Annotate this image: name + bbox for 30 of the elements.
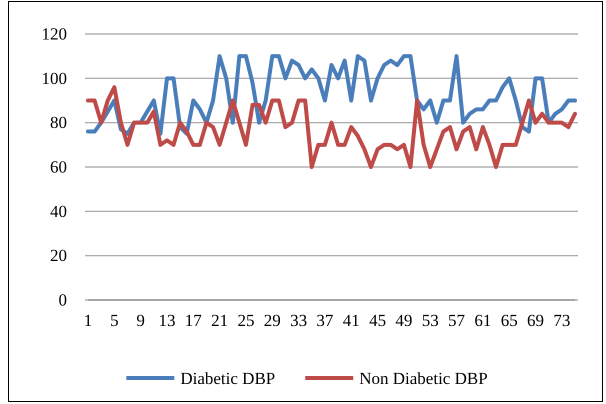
x-tick-label: 37 — [316, 311, 334, 330]
x-tick-label: 57 — [448, 311, 466, 330]
x-tick-label: 49 — [395, 311, 412, 330]
x-tick-label: 45 — [369, 311, 386, 330]
x-tick-label: 9 — [136, 311, 145, 330]
y-tick-label: 100 — [42, 68, 67, 88]
x-tick-label: 73 — [553, 311, 570, 330]
legend-label: Non Diabetic DBP — [359, 369, 488, 388]
x-tick-label: 25 — [237, 311, 254, 330]
x-tick-label: 29 — [264, 311, 281, 330]
x-tick-label: 13 — [158, 311, 176, 330]
x-tick-label: 1 — [84, 311, 92, 330]
x-tick-label: 17 — [184, 311, 202, 330]
x-tick-label: 69 — [527, 311, 544, 330]
line-series — [86, 54, 577, 136]
x-tick-label: 53 — [422, 311, 439, 330]
x-tick-label: 41 — [342, 311, 360, 330]
y-tick-label: 20 — [50, 246, 67, 266]
x-tick-label: 21 — [211, 311, 228, 330]
x-tick-label: 33 — [290, 311, 308, 330]
y-tick-label: 80 — [50, 113, 67, 132]
x-tick-label: 5 — [110, 311, 119, 330]
y-tick-label: 120 — [42, 24, 67, 44]
y-tick-label: 0 — [58, 290, 67, 310]
y-tick-label: 60 — [50, 157, 67, 176]
x-tick-label: 61 — [474, 311, 492, 330]
x-tick-label: 65 — [500, 311, 518, 330]
line-series — [86, 85, 577, 169]
legend-label: Diabetic DBP — [180, 369, 276, 388]
y-tick-label: 40 — [50, 202, 67, 221]
